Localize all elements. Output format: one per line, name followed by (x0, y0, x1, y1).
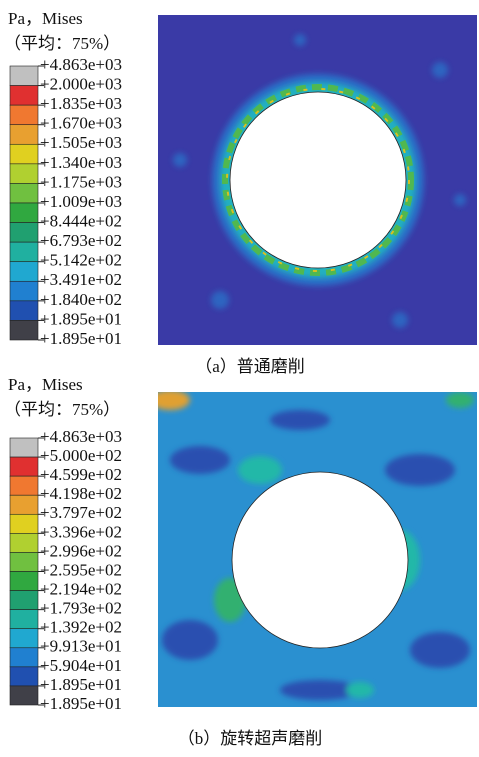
contour-plot-b (158, 392, 477, 707)
legend-swatch (9, 124, 39, 145)
legend-header: Pa，Mises (8, 375, 83, 394)
legend-swatch (9, 300, 39, 321)
caption: （b）旋转超声磨削 (178, 729, 323, 748)
legend-swatch (9, 202, 39, 223)
legend-swatch (9, 222, 39, 243)
legend-swatch (9, 437, 39, 458)
legend-label: +2.194e+02 (40, 579, 122, 598)
legend-swatch (9, 320, 39, 341)
legend-label: +4.863e+03 (40, 55, 122, 74)
legend-label: +5.142e+02 (40, 251, 122, 270)
legend-swatch (9, 183, 39, 204)
legend-swatch (9, 571, 39, 591)
legend-swatch (9, 494, 39, 515)
legend-swatch (9, 647, 39, 668)
legend-label: +1.009e+03 (40, 192, 122, 211)
legend-swatch (9, 513, 39, 534)
legend-label: +1.392e+02 (40, 618, 122, 637)
legend-swatch (9, 143, 39, 165)
legend-swatch (9, 533, 39, 553)
legend-label: +2.996e+02 (40, 541, 122, 560)
legend-label: +1.895e+01 (40, 309, 122, 328)
legend-swatch (9, 590, 39, 610)
legend-label: +1.505e+03 (40, 133, 122, 152)
legend-swatch (9, 666, 39, 687)
legend-subheader: （平均：75%） (4, 400, 120, 419)
legend-label: +1.895e+01 (40, 675, 122, 694)
legend-swatch (9, 456, 39, 477)
legend-label: +2.000e+03 (40, 74, 122, 93)
legend-label: +8.444e+02 (40, 211, 122, 230)
legend-label: +4.863e+03 (40, 427, 122, 446)
legend-swatch (9, 609, 39, 630)
legend-subheader: （平均：75%） (4, 34, 120, 53)
legend-swatch (9, 163, 39, 184)
legend-swatch (9, 261, 39, 282)
legend-swatch (9, 280, 39, 302)
legend-label: +1.175e+03 (40, 172, 122, 191)
legend-swatch (9, 65, 39, 86)
legend-label: +1.340e+03 (40, 153, 122, 172)
legend-swatch (9, 241, 39, 263)
legend-swatch (9, 685, 39, 706)
legend-label: +1.895e+01 (40, 329, 122, 348)
legend-label: +1.895e+01 (40, 694, 122, 713)
legend-swatch (9, 475, 39, 496)
caption: （a）普通磨削 (195, 357, 305, 376)
legend-header: Pa，Mises (8, 9, 83, 28)
legend-swatch (9, 104, 39, 126)
legend-label: +5.904e+01 (40, 656, 122, 675)
legend-swatch (9, 628, 39, 649)
legend-label: +3.396e+02 (40, 522, 122, 541)
legend-label: +3.491e+02 (40, 270, 122, 289)
legend-label: +1.840e+02 (40, 290, 122, 309)
legend-label: +4.599e+02 (40, 465, 122, 484)
legend-label: +1.835e+03 (40, 94, 122, 113)
legend-swatch (9, 85, 39, 106)
legend-label: +5.000e+02 (40, 446, 122, 465)
legend-swatch (9, 552, 39, 572)
legend-label: +1.670e+03 (40, 114, 122, 133)
legend-label: +2.595e+02 (40, 560, 122, 579)
legend-label: +9.913e+01 (40, 637, 122, 656)
contour-plot-a (158, 15, 477, 345)
legend-label: +6.793e+02 (40, 231, 122, 250)
legend-label: +1.793e+02 (40, 599, 122, 618)
legend-label: +4.198e+02 (40, 484, 122, 503)
legend-label: +3.797e+02 (40, 503, 122, 522)
